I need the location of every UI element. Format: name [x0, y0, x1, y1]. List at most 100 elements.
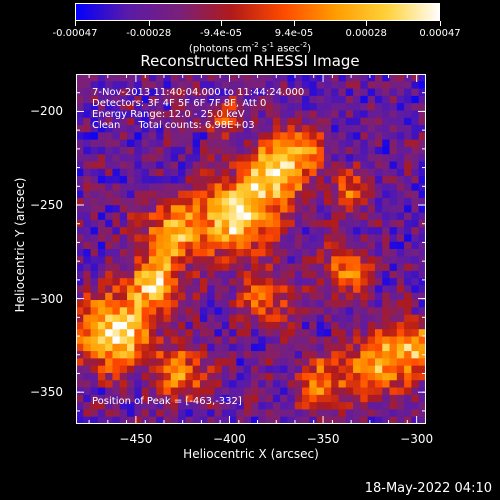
heatmap-cell	[404, 110, 412, 119]
heatmap-cell	[272, 249, 281, 257]
heatmap-cell	[148, 125, 157, 133]
heatmap-cell	[141, 329, 150, 337]
heatmap-cell	[331, 168, 339, 177]
heatmap-cell	[148, 88, 157, 97]
heatmap-cell	[272, 205, 281, 213]
heatmap-cell	[251, 256, 259, 264]
heatmap-cell	[207, 263, 215, 272]
heatmap-cell	[272, 307, 281, 316]
heatmap-cell	[170, 300, 179, 308]
heatmap-cell	[105, 285, 113, 294]
heatmap-cell	[353, 351, 361, 359]
heatmap-cell	[214, 110, 223, 119]
heatmap-cell	[127, 270, 135, 279]
heatmap-cell	[345, 336, 354, 345]
heatmap-cell	[396, 307, 405, 316]
heatmap-cell	[148, 300, 157, 308]
heatmap-cell	[112, 219, 121, 228]
heatmap-cell	[119, 321, 128, 330]
heatmap-cell	[214, 227, 223, 235]
heatmap-cell	[178, 314, 186, 323]
heatmap-cell	[294, 190, 303, 199]
heatmap-cell	[185, 197, 194, 206]
heatmap-cell	[316, 241, 325, 250]
heatmap-cell	[178, 307, 186, 316]
heatmap-cell	[236, 190, 245, 199]
heatmap-cell	[382, 365, 390, 374]
heatmap-cell	[251, 358, 259, 367]
heatmap-cell	[185, 146, 194, 155]
heatmap-cell	[199, 263, 208, 272]
heatmap-cell	[214, 329, 223, 337]
heatmap-cell	[192, 132, 201, 141]
heatmap-cell	[170, 270, 179, 279]
heatmap-cell	[90, 227, 99, 235]
heatmap-cell	[338, 227, 347, 235]
heatmap-cell	[389, 81, 398, 89]
heatmap-cell	[367, 372, 376, 381]
heatmap-cell	[411, 321, 420, 330]
heatmap-cell	[323, 409, 332, 418]
heatmap-cell	[272, 161, 281, 170]
heatmap-cell	[411, 88, 420, 97]
heatmap-cell	[316, 227, 325, 235]
heatmap-cell	[229, 278, 237, 286]
heatmap-cell	[258, 205, 266, 213]
heatmap-cell	[163, 168, 172, 177]
heatmap-cell	[105, 292, 113, 301]
heatmap-cell	[134, 285, 143, 294]
heatmap-cell	[112, 372, 121, 381]
heatmap-cell	[396, 380, 405, 388]
heatmap-cell	[229, 176, 237, 184]
heatmap-cell	[418, 416, 426, 424]
heatmap-cell	[353, 249, 361, 257]
heatmap-cell	[236, 365, 245, 374]
heatmap-cell	[192, 241, 201, 250]
heatmap-cell	[97, 394, 106, 403]
annotation-energy-range: Energy Range: 12.0 - 25.0 keV	[92, 109, 245, 120]
heatmap-cell	[294, 146, 303, 155]
heatmap-cell	[207, 256, 215, 264]
heatmap-cell	[83, 146, 91, 155]
heatmap-cell	[411, 190, 420, 199]
heatmap-cell	[360, 205, 369, 213]
heatmap-cell	[221, 409, 230, 418]
heatmap-cell	[119, 365, 128, 374]
heatmap-cell	[367, 146, 376, 155]
heatmap-cell	[83, 190, 91, 199]
heatmap-cell	[127, 307, 135, 316]
heatmap-cell	[353, 132, 361, 141]
heatmap-cell	[396, 95, 405, 104]
heatmap-cell	[170, 307, 179, 316]
heatmap-cell	[185, 329, 194, 337]
heatmap-cell	[309, 212, 318, 221]
heatmap-cell	[316, 372, 325, 381]
heatmap-cell	[367, 168, 376, 177]
heatmap-cell	[382, 336, 390, 345]
heatmap-cell	[199, 343, 208, 352]
heatmap-cell	[251, 139, 259, 148]
heatmap-cell	[316, 292, 325, 301]
heatmap-cell	[287, 110, 296, 119]
heatmap-cell	[418, 372, 426, 381]
heatmap-cell	[265, 103, 274, 111]
heatmap-cell	[199, 125, 208, 133]
heatmap-cell	[127, 372, 135, 381]
heatmap-cell	[199, 409, 208, 418]
heatmap-cell	[134, 168, 143, 177]
heatmap-cell	[251, 103, 259, 111]
heatmap-cell	[258, 263, 266, 272]
heatmap-cell	[360, 125, 369, 133]
heatmap-cell	[178, 416, 186, 424]
heatmap-cell	[243, 190, 252, 199]
heatmap-cell	[170, 394, 179, 403]
heatmap-cell	[389, 358, 398, 367]
heatmap-cell	[199, 205, 208, 213]
heatmap-cell	[76, 95, 84, 104]
heatmap-cell	[141, 387, 150, 396]
heatmap-cell	[178, 234, 186, 243]
heatmap-cell	[97, 117, 106, 126]
heatmap-cell	[112, 402, 121, 410]
heatmap-cell	[170, 95, 179, 104]
heatmap-cell	[83, 74, 91, 82]
